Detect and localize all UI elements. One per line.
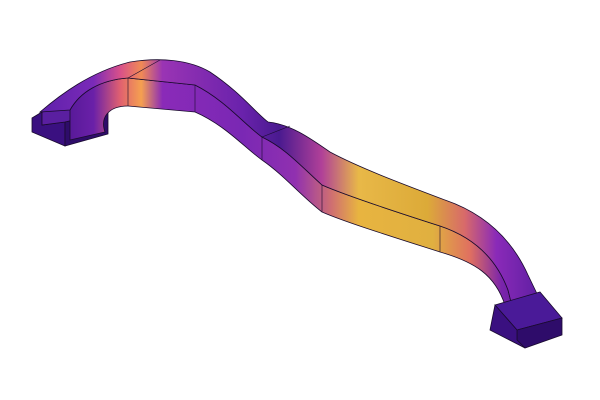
segment-edge <box>127 59 161 79</box>
segment-edge <box>261 125 291 138</box>
right-foot-side <box>489 304 526 349</box>
bracket-top-face <box>38 59 541 319</box>
